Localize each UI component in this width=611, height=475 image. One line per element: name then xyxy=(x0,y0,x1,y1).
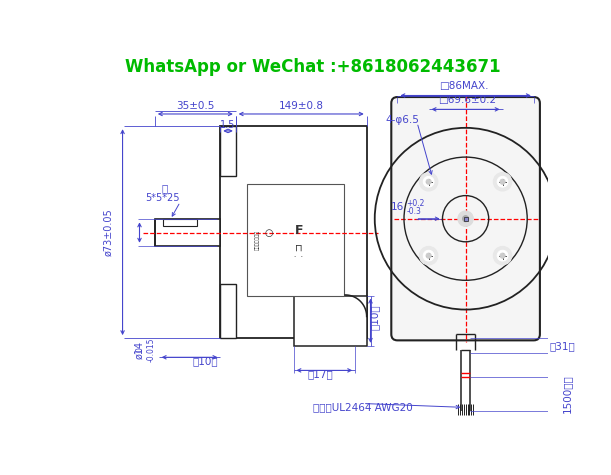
Bar xyxy=(464,217,467,220)
Text: ·  ·: · · xyxy=(295,254,304,260)
Circle shape xyxy=(426,253,431,258)
FancyBboxPatch shape xyxy=(391,97,540,341)
Circle shape xyxy=(423,176,434,187)
Circle shape xyxy=(463,216,469,222)
Text: 键: 键 xyxy=(162,183,168,193)
Text: 1500以上: 1500以上 xyxy=(562,374,572,413)
Circle shape xyxy=(419,247,438,265)
Text: 5*5*25: 5*5*25 xyxy=(145,193,180,203)
Text: -0.3: -0.3 xyxy=(406,207,421,216)
Bar xyxy=(155,219,221,246)
Circle shape xyxy=(426,179,431,184)
Circle shape xyxy=(500,179,505,184)
Circle shape xyxy=(423,250,434,261)
Text: 16: 16 xyxy=(391,202,404,212)
Text: （31）: （31） xyxy=(549,341,575,351)
Text: ø14: ø14 xyxy=(134,341,145,359)
Text: 0
-0.015: 0 -0.015 xyxy=(136,337,155,362)
Bar xyxy=(293,296,367,346)
Text: ○: ○ xyxy=(265,228,273,238)
Circle shape xyxy=(493,172,512,191)
Circle shape xyxy=(497,250,508,261)
Bar xyxy=(221,126,236,176)
Text: 149±0.8: 149±0.8 xyxy=(279,101,324,111)
Text: F: F xyxy=(295,224,303,237)
Text: +0.2: +0.2 xyxy=(406,199,425,208)
Text: 35±0.5: 35±0.5 xyxy=(176,101,214,111)
Text: 1.5: 1.5 xyxy=(221,120,236,130)
Text: □69.6±0.2: □69.6±0.2 xyxy=(438,95,496,105)
Text: ø73±0.05: ø73±0.05 xyxy=(104,208,114,256)
Text: （10）: （10） xyxy=(370,304,379,330)
Bar xyxy=(247,184,343,296)
Bar xyxy=(221,126,367,338)
Circle shape xyxy=(493,247,512,265)
Bar xyxy=(163,219,197,226)
Text: （10）: （10） xyxy=(192,356,218,366)
Text: □86MAX.: □86MAX. xyxy=(439,81,489,91)
Circle shape xyxy=(458,211,474,227)
Bar xyxy=(221,284,236,338)
Circle shape xyxy=(262,226,276,239)
Text: 电缆线UL2464 AWG20: 电缆线UL2464 AWG20 xyxy=(313,402,412,412)
Text: 4-φ6.5: 4-φ6.5 xyxy=(386,115,419,125)
Circle shape xyxy=(419,172,438,191)
Circle shape xyxy=(500,253,505,258)
Text: （17）: （17） xyxy=(307,369,334,379)
Circle shape xyxy=(497,176,508,187)
Text: 电机外部接线图: 电机外部接线图 xyxy=(255,229,260,249)
Text: ⊓: ⊓ xyxy=(295,243,302,253)
Text: WhatsApp or WeChat :+8618062443671: WhatsApp or WeChat :+8618062443671 xyxy=(125,58,500,76)
